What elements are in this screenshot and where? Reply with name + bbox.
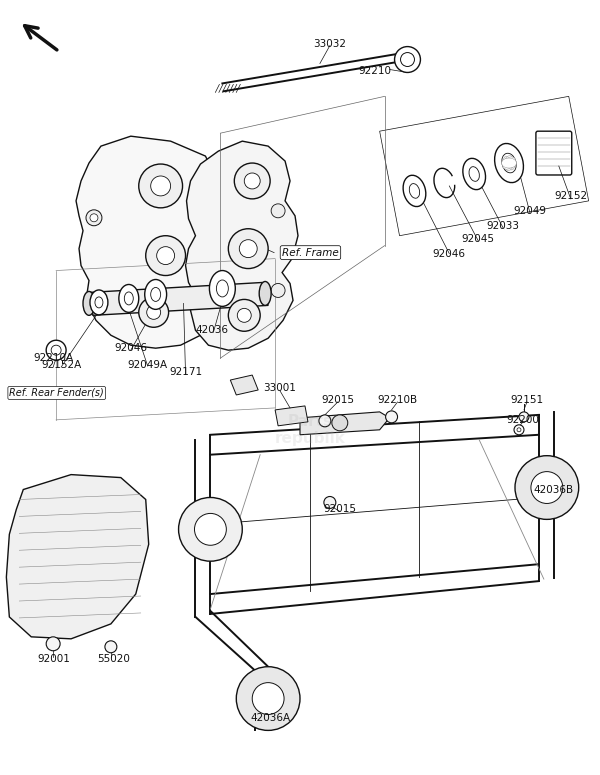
Circle shape (139, 298, 169, 327)
Polygon shape (89, 283, 268, 315)
Ellipse shape (403, 175, 426, 207)
Ellipse shape (502, 157, 515, 169)
Circle shape (239, 239, 257, 257)
Text: 55020: 55020 (97, 654, 130, 663)
Circle shape (194, 513, 226, 546)
Ellipse shape (409, 184, 419, 198)
Text: Parts
republik: Parts republik (275, 414, 346, 446)
Text: 92151: 92151 (511, 395, 544, 405)
Text: 92046: 92046 (433, 249, 466, 259)
Circle shape (332, 415, 348, 431)
FancyBboxPatch shape (536, 131, 572, 175)
Circle shape (386, 411, 398, 423)
Text: 92152A: 92152A (41, 360, 81, 370)
Text: 42036B: 42036B (534, 484, 574, 494)
Circle shape (151, 176, 170, 196)
Circle shape (229, 299, 260, 331)
Text: Ref. Frame: Ref. Frame (282, 248, 339, 257)
Ellipse shape (494, 143, 523, 183)
Circle shape (46, 637, 60, 651)
Ellipse shape (463, 158, 485, 190)
Circle shape (237, 308, 251, 322)
Ellipse shape (217, 280, 229, 297)
Text: 42036: 42036 (196, 326, 229, 336)
Circle shape (105, 641, 117, 653)
Circle shape (319, 415, 331, 427)
Circle shape (519, 412, 529, 422)
Text: 92001: 92001 (38, 654, 71, 663)
Polygon shape (185, 141, 298, 350)
Polygon shape (7, 474, 149, 639)
Polygon shape (300, 412, 389, 435)
Ellipse shape (502, 153, 516, 173)
Ellipse shape (151, 288, 161, 301)
Text: 92200: 92200 (506, 415, 539, 425)
Polygon shape (76, 136, 226, 348)
Circle shape (139, 164, 182, 208)
Text: 92015: 92015 (322, 395, 355, 405)
Ellipse shape (503, 156, 515, 170)
Text: 92210B: 92210B (377, 395, 418, 405)
Ellipse shape (124, 292, 133, 305)
Text: 92152: 92152 (554, 191, 587, 201)
Circle shape (514, 425, 524, 435)
Text: 92046: 92046 (114, 343, 147, 353)
Text: 92171: 92171 (169, 367, 202, 377)
Polygon shape (275, 406, 308, 425)
Circle shape (252, 683, 284, 715)
Circle shape (90, 214, 98, 222)
Text: 92045: 92045 (461, 234, 494, 243)
Circle shape (147, 305, 161, 319)
Ellipse shape (90, 290, 108, 315)
Ellipse shape (259, 281, 271, 305)
Ellipse shape (502, 158, 517, 168)
Text: 33032: 33032 (313, 39, 346, 49)
Ellipse shape (209, 270, 235, 306)
Ellipse shape (145, 280, 167, 309)
Circle shape (271, 284, 285, 298)
Text: 92210: 92210 (358, 67, 391, 77)
Circle shape (236, 666, 300, 730)
Circle shape (517, 428, 521, 432)
Circle shape (86, 210, 102, 226)
Circle shape (531, 472, 563, 504)
Circle shape (46, 340, 66, 360)
Circle shape (395, 46, 421, 73)
Text: 92049A: 92049A (128, 360, 168, 370)
Text: 92049: 92049 (514, 206, 547, 215)
Ellipse shape (119, 284, 139, 312)
Circle shape (401, 53, 415, 67)
Text: 42036A: 42036A (250, 714, 290, 723)
Circle shape (146, 236, 185, 276)
Circle shape (271, 204, 285, 218)
Circle shape (324, 497, 336, 508)
Ellipse shape (83, 291, 95, 315)
Polygon shape (230, 375, 258, 395)
Circle shape (179, 498, 242, 561)
Circle shape (229, 229, 268, 269)
Text: Ref. Rear Fender(s): Ref. Rear Fender(s) (10, 388, 104, 398)
Circle shape (515, 456, 579, 519)
Circle shape (244, 173, 260, 189)
Circle shape (51, 345, 61, 355)
Text: Ref. Frame: Ref. Frame (282, 248, 339, 257)
Ellipse shape (95, 297, 103, 308)
Text: 92015: 92015 (323, 505, 356, 515)
Text: 92210A: 92210A (33, 353, 73, 363)
Circle shape (235, 163, 270, 199)
Text: 33001: 33001 (263, 383, 296, 393)
Ellipse shape (504, 156, 514, 170)
Ellipse shape (469, 167, 479, 181)
Text: 92033: 92033 (487, 221, 520, 231)
Circle shape (157, 246, 175, 264)
